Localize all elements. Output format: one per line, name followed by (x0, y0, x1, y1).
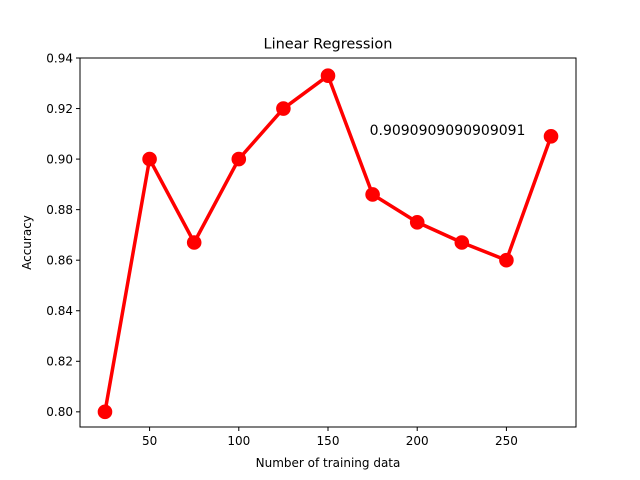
y-tick-label: 0.86 (46, 253, 73, 267)
x-tick-label: 50 (142, 434, 157, 448)
data-point (409, 214, 425, 230)
y-tick-label: 0.80 (46, 405, 73, 419)
data-point (231, 151, 247, 167)
data-point (186, 235, 202, 250)
y-tick-label: 0.82 (46, 355, 73, 369)
data-point (320, 68, 336, 83)
x-tick-label: 100 (227, 434, 250, 448)
chart-title: Linear Regression (264, 37, 393, 53)
data-point (276, 101, 291, 116)
x-tick-label: 150 (317, 434, 340, 448)
y-tick-label: 0.92 (46, 102, 73, 116)
x-axis-label: Number of training data (256, 456, 401, 470)
y-tick-label: 0.88 (46, 203, 73, 217)
annotations: 0.9090909090909091 (370, 123, 526, 139)
plot-frame (79, 57, 577, 428)
y-tick-label: 0.84 (46, 304, 73, 318)
data-point (454, 235, 470, 250)
data-point (97, 404, 113, 420)
annotation-text: 0.9090909090909091 (370, 123, 526, 139)
series-layer (97, 68, 559, 420)
data-point (365, 187, 380, 202)
data-point (499, 252, 514, 268)
x-tick-label: 200 (406, 434, 429, 448)
y-tick-label: 0.94 (46, 51, 73, 65)
data-point (142, 151, 157, 167)
y-axis-label: Accuracy (20, 215, 34, 270)
x-tick-label: 250 (495, 434, 518, 448)
axis-ticks: 50 100 150 200 250 0.80 0.82 0.84 0.86 0.88 0.90 0.… (46, 51, 518, 448)
y-tick-label: 0.90 (46, 152, 73, 166)
data-point (543, 129, 559, 144)
